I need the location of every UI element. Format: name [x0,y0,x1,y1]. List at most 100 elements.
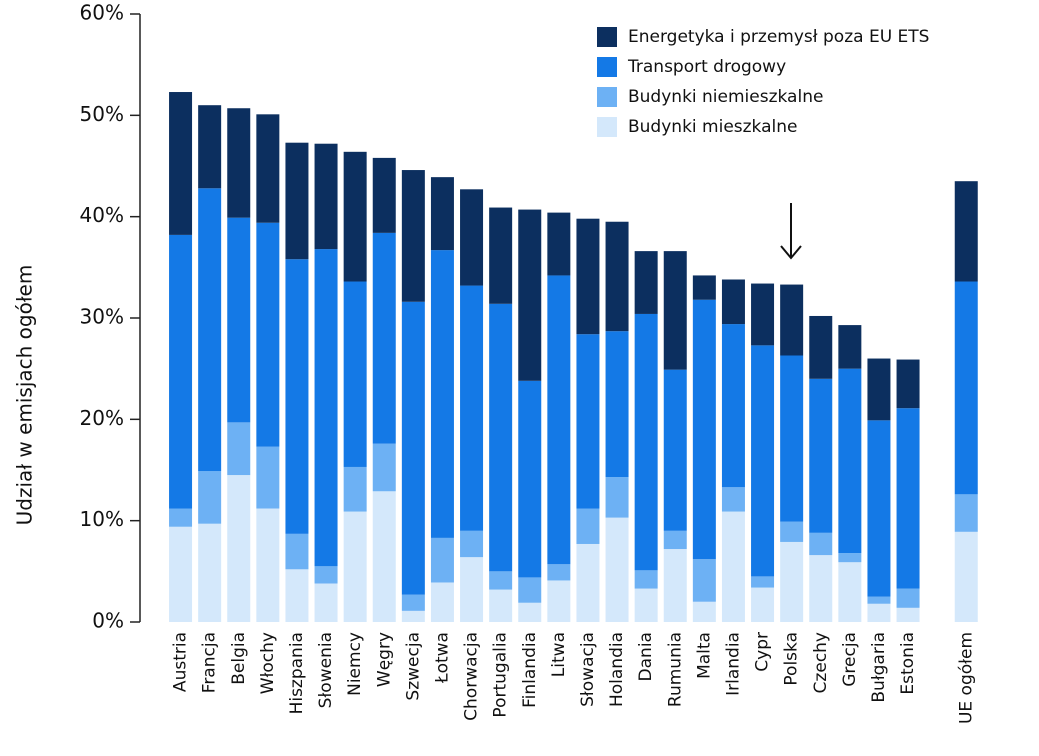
bar-segment [460,189,484,286]
bar-segment [285,569,309,622]
bar-segment [896,588,920,608]
bar-segment [634,313,658,571]
bar-segment [285,142,309,260]
bar-segment [721,324,745,488]
x-tick-label: Holandia [607,632,627,707]
legend-swatch [597,87,617,107]
bar-segment [227,475,251,622]
bar-segment [314,249,338,567]
bar-segment [809,378,833,533]
bar-segment [256,446,280,509]
x-tick-label: Austria [171,632,191,692]
bar-segment [198,471,222,524]
y-tick-label: 10% [80,507,124,531]
y-axis-label: Udział w emisjach ogółem [13,265,37,526]
x-tick-label: Dania [636,632,656,681]
bar-segment [343,511,367,622]
bar-segment [692,299,716,560]
bar-segment [343,151,367,282]
bar-segment [547,212,571,276]
bar-segment [430,250,454,538]
bar-segment [227,217,251,423]
bar-segment [169,508,193,527]
bar-segment [460,557,484,622]
bar-segment [838,553,862,563]
y-tick-label: 50% [80,102,124,126]
bar-segment [430,537,454,583]
legend-label: Transport drogowy [627,57,786,77]
bar-segment [721,511,745,622]
bar-segment [343,281,367,467]
bar-segment [692,601,716,622]
bar-segment [460,530,484,558]
bar-segment [663,549,687,622]
x-tick-label: Chorwacja [462,632,482,721]
x-tick-label: Polska [782,632,802,686]
x-tick-label: Hiszpania [287,632,307,714]
x-tick-label: Belgia [229,632,249,685]
x-tick-label: Irlandia [723,632,743,696]
bar-segment [343,466,367,512]
bar-segment [663,530,687,550]
y-tick-label: 30% [80,305,124,329]
bar-segment [460,285,484,531]
bar-segment [314,143,338,250]
bar-segment [809,555,833,622]
bar-segment [954,531,978,622]
bar-segment [372,232,396,444]
bar-segment [663,251,687,370]
bar-segment [867,596,891,604]
bar-segment [576,218,600,335]
bar-segment [605,517,629,622]
bar-segment [867,603,891,622]
bar-segment [896,408,920,589]
x-tick-label: Cypr [753,632,773,672]
bar-segment [401,170,425,302]
bar-segment [809,532,833,556]
x-tick-label: UE ogółem [956,632,976,724]
bar-segment [721,487,745,512]
bar-segment [285,259,309,534]
x-tick-label: Grecja [840,632,860,687]
bar-segment [401,610,425,622]
bar-segment [314,583,338,622]
bar-segment [169,92,193,235]
bar-segment [954,181,978,282]
legend-label: Budynki niemieszkalne [628,87,823,107]
annotation-arrow [780,203,802,260]
bar-segment [751,345,775,577]
bar-segment [692,275,716,300]
bar-segment [751,576,775,588]
bar-segment [489,303,513,572]
x-tick-label: Włochy [258,632,278,694]
bar-segment [256,508,280,622]
bar-segment [780,284,804,356]
x-tick-label: Słowenia [316,632,336,708]
x-tick-label: Finlandia [520,632,540,708]
bar-segment [401,301,425,595]
y-tick-label: 60% [80,1,124,25]
bar-segment [780,521,804,542]
y-tick-label: 20% [80,406,124,430]
bar-segment [430,177,454,251]
bar-segment [867,358,891,421]
bar-segment [634,588,658,622]
bar-segment [954,494,978,532]
x-tick-label: Bułgaria [869,632,889,703]
bar-segment [372,443,396,492]
bar-segment [751,283,775,346]
bar-segment [809,315,833,379]
bar-segment [401,594,425,611]
bar-segment [430,582,454,622]
bar-segment [256,222,280,447]
bar-segment [605,477,629,518]
bar-segment [780,355,804,522]
x-tick-label: Litwa [549,632,569,677]
bar-segment [489,589,513,622]
bar-segment [634,251,658,314]
x-tick-label: Malta [694,632,714,679]
bar-segment [372,491,396,622]
bar-segment [780,541,804,622]
bar-segment [634,570,658,589]
